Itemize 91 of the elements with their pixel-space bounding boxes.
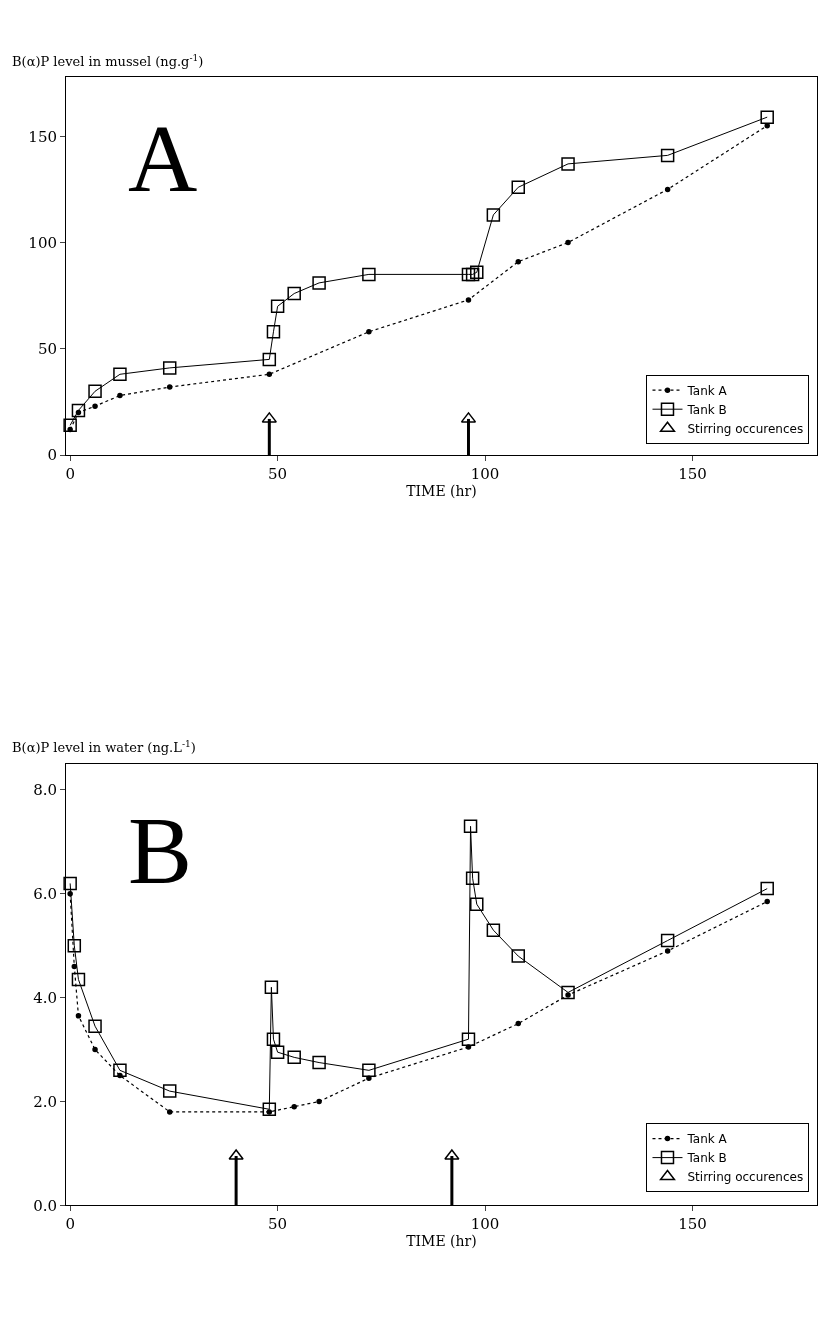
point	[75, 1013, 82, 1019]
point	[470, 265, 484, 280]
point	[71, 972, 86, 987]
point	[561, 985, 575, 1000]
point	[113, 367, 127, 382]
point	[764, 898, 770, 905]
legend-label: Tank B	[686, 1151, 727, 1166]
point	[463, 819, 478, 834]
point	[67, 426, 73, 433]
point	[760, 881, 774, 896]
point	[262, 1102, 277, 1117]
legend-label: Stirring occurences	[687, 1170, 804, 1185]
point	[565, 239, 571, 246]
chart-title: B(α)P level in water (ng.L$^{-1}$)	[12, 739, 196, 756]
point	[660, 933, 675, 948]
x-axis-title: TIME (hr)	[406, 483, 477, 500]
x-tick-label: 50	[268, 465, 288, 484]
point	[465, 267, 480, 282]
point	[465, 297, 472, 303]
x-tick-label: 0	[65, 465, 75, 484]
point	[264, 980, 279, 995]
point	[266, 1032, 281, 1046]
legend-label: Tank A	[686, 1132, 728, 1147]
y-tick-label: 0	[47, 446, 57, 465]
point	[465, 871, 480, 885]
y-tick-label: 6.0	[33, 885, 57, 904]
point	[88, 384, 102, 399]
point	[266, 371, 273, 378]
point	[63, 418, 77, 433]
x-tick-label: 100	[470, 1215, 500, 1234]
point	[270, 1045, 285, 1059]
y-tick-label: 0.0	[33, 1196, 57, 1215]
point	[486, 923, 501, 937]
point	[366, 1075, 372, 1081]
point	[71, 963, 78, 970]
point	[162, 1084, 177, 1098]
point	[515, 1020, 522, 1027]
legend-label: Stirring occurences	[687, 421, 804, 436]
point	[266, 325, 281, 339]
point	[270, 299, 285, 314]
point	[515, 258, 522, 265]
point	[486, 208, 501, 222]
point	[511, 949, 526, 963]
point	[470, 897, 484, 911]
x-tick-label: 50	[268, 1215, 288, 1234]
point	[287, 286, 301, 301]
y-tick-label: 4.0	[33, 988, 57, 1007]
x-tick-label: 0	[65, 1215, 75, 1234]
x-tick-label: 100	[470, 465, 500, 484]
y-tick-label: 50	[37, 340, 57, 359]
annotation: B	[128, 797, 193, 904]
legend-label: Tank B	[686, 402, 727, 417]
point	[362, 1063, 376, 1078]
point	[113, 1063, 127, 1078]
point	[166, 1109, 173, 1115]
y-tick-label: 150	[28, 127, 57, 146]
point	[166, 384, 173, 390]
point	[511, 180, 526, 195]
point	[117, 1072, 123, 1079]
annotation: A	[128, 105, 198, 212]
point	[561, 157, 575, 171]
point	[312, 276, 326, 290]
point	[760, 110, 774, 124]
point	[287, 1050, 301, 1065]
y-tick-label: 2.0	[33, 1092, 57, 1111]
point	[366, 329, 372, 335]
point	[92, 403, 98, 409]
point	[660, 148, 675, 163]
point	[461, 267, 476, 282]
point	[117, 392, 123, 399]
point	[362, 267, 376, 282]
x-tick-label: 150	[678, 1215, 707, 1234]
point	[461, 1032, 476, 1046]
point	[664, 186, 671, 193]
point	[63, 876, 77, 891]
x-tick-label: 150	[678, 465, 707, 484]
point	[291, 1103, 297, 1110]
point	[88, 1019, 102, 1033]
point	[316, 1098, 322, 1105]
chart-title: B(α)P level in mussel (ng.g$^{-1}$)	[12, 53, 204, 70]
point	[71, 403, 86, 418]
y-tick-label: 100	[28, 233, 57, 252]
point	[312, 1055, 326, 1070]
point	[67, 938, 82, 953]
x-axis-title: TIME (hr)	[406, 1233, 477, 1250]
point	[162, 361, 177, 375]
y-tick-label: 8.0	[33, 781, 57, 800]
point	[664, 948, 671, 954]
point	[262, 352, 277, 367]
legend-label: Tank A	[686, 383, 728, 398]
point	[92, 1046, 98, 1053]
